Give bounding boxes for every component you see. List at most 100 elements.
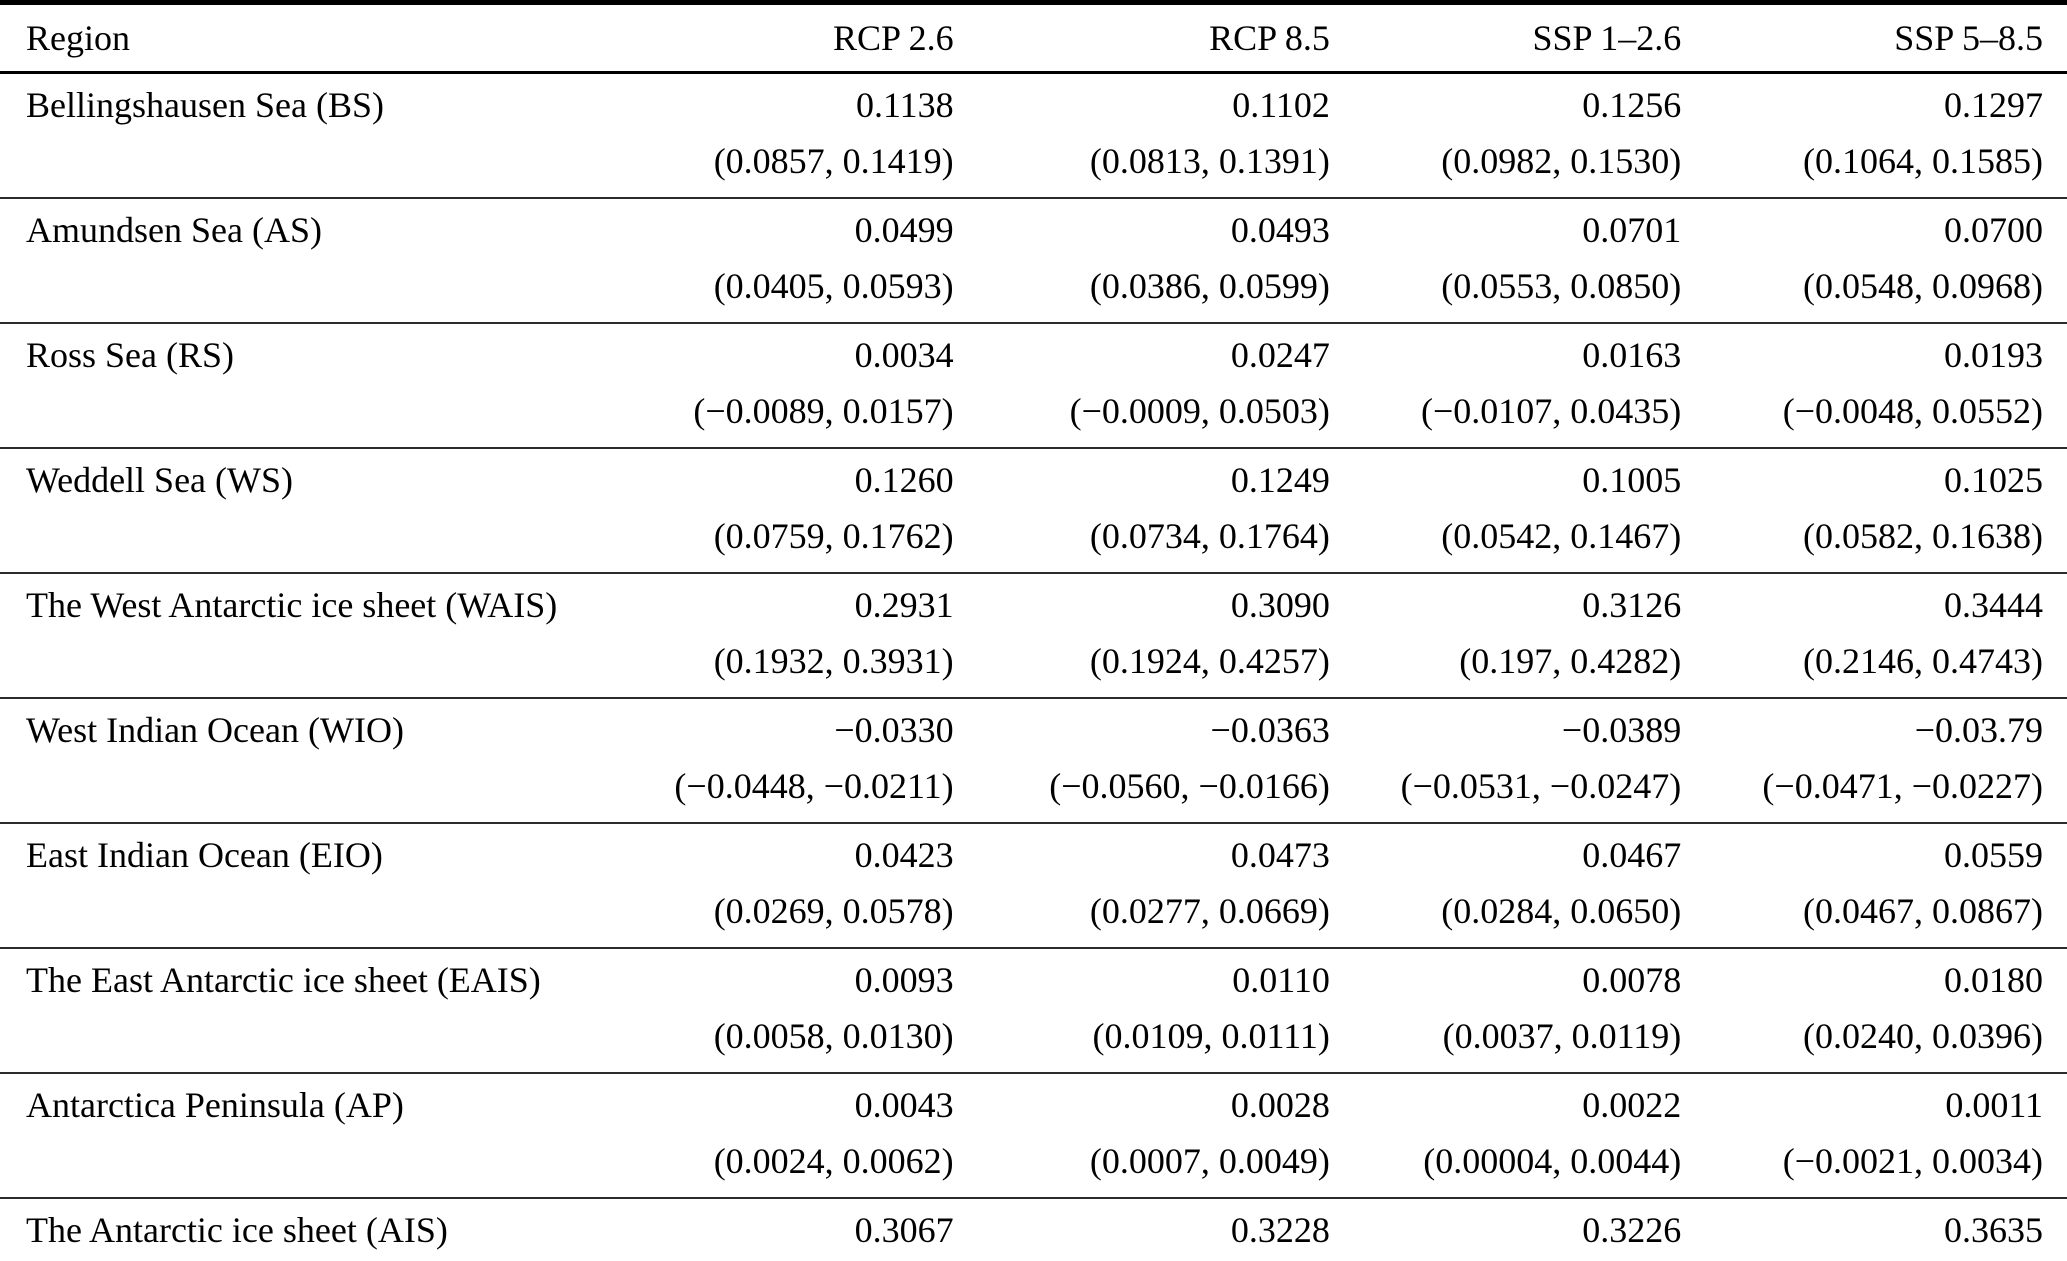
confidence-interval: (0.0269, 0.0578) xyxy=(713,891,954,931)
table-row: East Indian Ocean (EIO) 0.0423 (0.0269, 0.… xyxy=(0,823,2067,948)
value-cell: 0.3444 (0.2146, 0.4743) xyxy=(1705,573,2067,698)
region-label: West Indian Ocean (WIO) xyxy=(26,710,404,750)
column-header-ssp585: SSP 5–8.5 xyxy=(1705,2,2067,74)
confidence-interval: (0.0542, 0.1467) xyxy=(1441,516,1682,556)
confidence-interval: (−0.0021, 0.0034) xyxy=(1782,1141,2043,1181)
estimate-value: 0.3126 xyxy=(1582,585,1682,625)
region-label: The West Antarctic ice sheet (WAIS) xyxy=(26,585,558,625)
value-cell: 0.0423 (0.0269, 0.0578) xyxy=(620,823,978,948)
value-cell: 0.3635(0.2365, 0.5173) xyxy=(1705,1198,2067,1261)
value-cell: 0.0093 (0.0058, 0.0130) xyxy=(620,948,978,1073)
estimate-value: 0.0110 xyxy=(1232,960,1330,1000)
confidence-interval: (0.0024, 0.0062) xyxy=(713,1141,954,1181)
estimate-value: 0.3228 xyxy=(1230,1210,1330,1250)
confidence-interval: (0.0734, 0.1764) xyxy=(1089,516,1330,556)
value-cell: −0.03.79 (−0.0471, −0.0227) xyxy=(1705,698,2067,823)
table-row: West Indian Ocean (WIO) −0.0330 (−0.0448, … xyxy=(0,698,2067,823)
confidence-interval: (−0.0048, 0.0552) xyxy=(1782,391,2043,431)
value-cell: 0.0163 (−0.0107, 0.0435) xyxy=(1354,323,1705,448)
confidence-interval: (−0.0560, −0.0166) xyxy=(1049,766,1330,806)
estimate-value: 0.3226 xyxy=(1582,1210,1682,1250)
confidence-interval: (−0.0448, −0.0211) xyxy=(674,766,954,806)
confidence-interval: (−0.0009, 0.0503) xyxy=(1069,391,1330,431)
value-cell: 0.1260 (0.0759, 0.1762) xyxy=(620,448,978,573)
header-row: Region RCP 2.6 RCP 8.5 SSP 1–2.6 SSP 5–8… xyxy=(0,2,2067,74)
value-cell: 0.3226(0.2007, 0.4445) xyxy=(1354,1198,1705,1261)
estimate-value: −0.0330 xyxy=(834,710,954,750)
confidence-interval: (0.0759, 0.1762) xyxy=(713,516,954,556)
estimate-value: 0.3090 xyxy=(1230,585,1330,625)
table-row: Ross Sea (RS) 0.0034 (−0.0089, 0.0157) 0.02… xyxy=(0,323,2067,448)
value-cell: 0.1005 (0.0542, 0.1467) xyxy=(1354,448,1705,573)
value-cell: 0.3067(0.2014, 0.4123) xyxy=(620,1198,978,1261)
estimate-value: −0.03.79 xyxy=(1914,710,2043,750)
confidence-interval: (0.0109, 0.0111) xyxy=(1092,1016,1330,1056)
estimate-value: 0.0093 xyxy=(854,960,954,1000)
region-cell: Amundsen Sea (AS) xyxy=(0,198,620,323)
region-label: East Indian Ocean (EIO) xyxy=(26,835,383,875)
region-label: The Antarctic ice sheet (AIS) xyxy=(26,1210,448,1250)
value-cell: 0.0467 (0.0284, 0.0650) xyxy=(1354,823,1705,948)
estimate-value: 0.1025 xyxy=(1944,460,2043,500)
region-cell: The East Antarctic ice sheet (EAIS) xyxy=(0,948,620,1073)
value-cell: 0.0559 (0.0467, 0.0867) xyxy=(1705,823,2067,948)
column-header-rcp26: RCP 2.6 xyxy=(620,2,978,74)
region-label: The East Antarctic ice sheet (EAIS) xyxy=(26,960,541,1000)
region-label: Bellingshausen Sea (BS) xyxy=(26,85,384,125)
region-cell: West Indian Ocean (WIO) xyxy=(0,698,620,823)
estimate-value: 0.0163 xyxy=(1582,335,1682,375)
estimate-value: 0.0247 xyxy=(1230,335,1330,375)
value-cell: 0.0473 (0.0277, 0.0669) xyxy=(978,823,1354,948)
table-row: Weddell Sea (WS) 0.1260 (0.0759, 0.1762) 0.… xyxy=(0,448,2067,573)
confidence-interval: (0.1064, 0.1585) xyxy=(1803,141,2043,181)
value-cell: 0.1102 (0.0813, 0.1391) xyxy=(978,73,1354,199)
estimate-value: 0.0022 xyxy=(1582,1085,1682,1125)
estimate-value: 0.3444 xyxy=(1944,585,2043,625)
region-label: Weddell Sea (WS) xyxy=(26,460,294,500)
value-cell: 0.0193 (−0.0048, 0.0552) xyxy=(1705,323,2067,448)
confidence-interval: (0.00004, 0.0044) xyxy=(1423,1141,1682,1181)
estimate-value: 0.0473 xyxy=(1230,835,1330,875)
value-cell: 0.0247 (−0.0009, 0.0503) xyxy=(978,323,1354,448)
region-label: Antarctica Peninsula (AP) xyxy=(26,1085,404,1125)
table-body: Bellingshausen Sea (BS) 0.1138 (0.0857, 0.… xyxy=(0,73,2067,1261)
estimate-value: 0.0423 xyxy=(854,835,954,875)
estimate-value: 0.0467 xyxy=(1582,835,1682,875)
value-cell: 0.1249 (0.0734, 0.1764) xyxy=(978,448,1354,573)
confidence-interval: (0.197, 0.4282) xyxy=(1459,641,1682,681)
estimate-value: 0.1260 xyxy=(854,460,954,500)
confidence-interval: (0.0467, 0.0867) xyxy=(1803,891,2043,931)
confidence-interval: (0.0277, 0.0669) xyxy=(1089,891,1330,931)
region-cell: The West Antarctic ice sheet (WAIS) xyxy=(0,573,620,698)
value-cell: 0.0180 (0.0240, 0.0396) xyxy=(1705,948,2067,1073)
table-row: The Antarctic ice sheet (AIS) 0.3067(0.20… xyxy=(0,1198,2067,1261)
region-cell: Weddell Sea (WS) xyxy=(0,448,620,573)
confidence-interval: (0.0553, 0.0850) xyxy=(1441,266,1682,306)
estimate-value: 0.0034 xyxy=(854,335,954,375)
column-header-region: Region xyxy=(0,2,621,74)
estimate-value: 0.0078 xyxy=(1582,960,1682,1000)
value-cell: 0.3090 (0.1924, 0.4257) xyxy=(978,573,1354,698)
estimate-value: 0.0700 xyxy=(1944,210,2043,250)
table-row: Bellingshausen Sea (BS) 0.1138 (0.0857, 0.… xyxy=(0,73,2067,199)
confidence-interval: (−0.0531, −0.0247) xyxy=(1400,766,1682,806)
confidence-interval: (0.0813, 0.1391) xyxy=(1089,141,1330,181)
confidence-interval: (0.0007, 0.0049) xyxy=(1089,1141,1330,1181)
value-cell: 0.0700 (0.0548, 0.0968) xyxy=(1705,198,2067,323)
estimate-value: −0.0389 xyxy=(1561,710,1682,750)
value-cell: 0.3228(0.2042, 0.4415) xyxy=(978,1198,1354,1261)
region-cell: Ross Sea (RS) xyxy=(0,323,620,448)
confidence-interval: (0.0857, 0.1419) xyxy=(713,141,954,181)
confidence-interval: (0.0982, 0.1530) xyxy=(1441,141,1682,181)
estimate-value: 0.0499 xyxy=(854,210,954,250)
estimate-value: 0.1256 xyxy=(1582,85,1682,125)
region-cell: East Indian Ocean (EIO) xyxy=(0,823,620,948)
confidence-interval: (−0.0107, 0.0435) xyxy=(1420,391,1682,431)
estimate-value: 0.0028 xyxy=(1230,1085,1330,1125)
value-cell: 0.0701 (0.0553, 0.0850) xyxy=(1354,198,1705,323)
confidence-interval: (0.0582, 0.1638) xyxy=(1803,516,2043,556)
value-cell: 0.0011 (−0.0021, 0.0034) xyxy=(1705,1073,2067,1198)
value-cell: 0.1138 (0.0857, 0.1419) xyxy=(620,73,978,199)
confidence-interval: (0.0405, 0.0593) xyxy=(713,266,954,306)
